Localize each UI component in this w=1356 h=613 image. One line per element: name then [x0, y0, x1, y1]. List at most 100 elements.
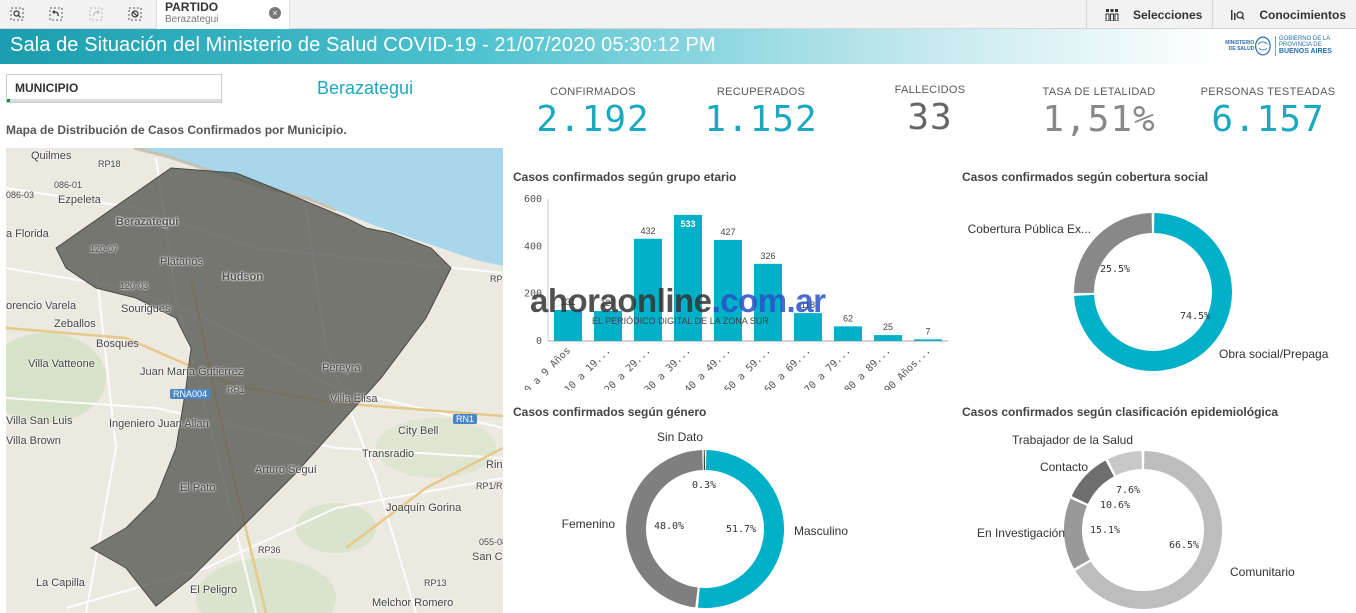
donut-slice	[1075, 451, 1222, 609]
map-label: 086-01	[54, 180, 83, 190]
slice-category-label: Cobertura Pública Ex...	[968, 222, 1091, 236]
map-label: RP1	[227, 385, 245, 395]
step-back-button[interactable]	[45, 4, 67, 24]
municipio-filter[interactable]: MUNICIPIO	[6, 74, 222, 103]
selections-icon	[1105, 8, 1119, 21]
selected-municipio: Berazategui	[317, 78, 414, 98]
kpi-label: PERSONAS TESTEADAS	[1200, 86, 1336, 98]
tab-conocimientos[interactable]: Conocimientos	[1212, 0, 1356, 29]
bar	[554, 309, 582, 341]
selection-chip-partido[interactable]: PARTIDO Berazategui ×	[156, 0, 290, 29]
slice-category-label: En Investigación	[977, 526, 1065, 540]
bar-value-label: 533	[680, 219, 695, 229]
bar	[914, 339, 942, 341]
map-label: Ingeniero Juan Allan	[109, 418, 209, 430]
gender-chart-title: Casos confirmados según género	[513, 405, 707, 419]
slice-category-label: Contacto	[1040, 460, 1088, 474]
map-label: Ezpeleta	[58, 194, 101, 206]
kpi-label: RECUPERADOS	[716, 86, 806, 98]
map-label: Rin	[486, 459, 503, 471]
map-label: Plátanos	[160, 256, 203, 268]
epi-donut-chart[interactable]: 66.5% Comunitario 15.1% En Investigación 10.…	[955, 424, 1355, 613]
kpi-fallecidos: FALLECIDOS 33	[869, 84, 991, 138]
step-forward-button[interactable]	[85, 4, 107, 24]
social-donut-chart[interactable]: 74.5% Obra social/Prepaga 25.5% Cobertura P…	[955, 192, 1355, 397]
distribution-map[interactable]: Quilmes RP18 086-01 086-03 Ezpeleta Bera…	[6, 148, 503, 613]
kpi-label: FALLECIDOS	[894, 84, 966, 96]
search-icon	[10, 7, 24, 21]
bar-value-label: 7	[925, 326, 930, 336]
bar-value-label: 427	[720, 227, 735, 237]
close-icon[interactable]: ×	[269, 7, 281, 19]
province-logo-big: BUENOS AIRES	[1278, 48, 1332, 55]
province-logo: GOBIERNO DE LA PROVINCIA DE BUENOS AIRES	[1279, 36, 1356, 56]
undo-icon	[49, 7, 63, 21]
kpi-confirmados: CONFIRMADOS 2.192	[532, 86, 654, 140]
kpi-label: CONFIRMADOS	[550, 86, 636, 98]
bar-value-label: 118	[801, 300, 815, 310]
map-title: Mapa de Distribución de Casos Confirmado…	[6, 123, 347, 137]
slice-pct-label: 74.5%	[1180, 311, 1210, 322]
map-label: Joaquín Gorina	[386, 502, 462, 514]
map-label: Arturo Seguí	[255, 464, 317, 476]
clear-selections-button[interactable]	[124, 4, 146, 24]
map-label: Bosques	[96, 338, 139, 350]
y-tick-label: 400	[524, 241, 542, 252]
kpi-value: 6.157	[1211, 99, 1325, 140]
slice-category-label: Sin Dato	[657, 430, 703, 444]
map-label: Villa Elisa	[330, 393, 378, 405]
clear-icon	[128, 7, 142, 21]
bar-value-label: 127	[600, 298, 615, 308]
map-label: El Peligro	[190, 584, 238, 596]
map-label: 086-03	[6, 190, 35, 200]
bar-value-label: 62	[843, 313, 853, 323]
map-label: Hudson	[222, 271, 263, 283]
map-label: Villa Vatteone	[28, 358, 95, 370]
y-tick-label: 600	[524, 194, 542, 205]
redo-icon	[89, 7, 103, 21]
map-label: RP18	[98, 159, 121, 169]
government-logos: MINISTERIO DE SALUD GOBIERNO DE LA PROVI…	[1222, 33, 1356, 59]
slice-pct-label: 25.5%	[1100, 264, 1130, 275]
map-label: Villa Brown	[6, 435, 61, 447]
bar	[874, 335, 902, 341]
bar	[674, 214, 702, 341]
kpi-personas-testeadas: PERSONAS TESTEADAS 6.157	[1200, 86, 1336, 140]
donut-slice	[1064, 498, 1090, 569]
kpi-tasa-letalidad: TASA DE LETALIDAD 1,51%	[1031, 86, 1167, 140]
logo-divider	[1275, 36, 1276, 56]
slice-category-label: Trabajador de la Salud	[1012, 433, 1133, 447]
smart-search-button[interactable]	[6, 4, 28, 24]
tab-selecciones[interactable]: Selecciones	[1085, 0, 1212, 29]
map-label: El Pato	[180, 482, 216, 494]
map-label: Zeballos	[54, 318, 96, 330]
slice-pct-label: 7.6%	[1116, 485, 1140, 496]
kpi-value: 2.192	[536, 99, 650, 140]
map-label: RP	[490, 274, 503, 284]
bar-value-label: 131	[560, 297, 575, 307]
map-label: Sourigues	[121, 303, 171, 315]
province-logo-small: GOBIERNO DE LA PROVINCIA DE	[1278, 36, 1330, 48]
donut-slice	[626, 450, 704, 608]
age-chart-title: Casos confirmados según grupo etario	[513, 170, 737, 184]
map-label: Quilmes	[31, 150, 72, 162]
route-shield: RN1	[453, 414, 478, 424]
map-label: RP1/RP	[476, 481, 503, 491]
map-label: 120-07	[90, 244, 119, 254]
bar-value-label: 326	[760, 251, 775, 261]
map-label: 055-08	[479, 537, 503, 547]
map-label: a Florida	[6, 228, 49, 240]
y-tick-label: 200	[524, 289, 542, 300]
donut-slice	[1107, 451, 1143, 476]
donut-slice	[1071, 460, 1115, 505]
epi-chart-title: Casos confirmados según clasificación ep…	[962, 405, 1279, 419]
map-label: Villa San Luis	[6, 415, 73, 427]
map-label: 120-03	[120, 281, 149, 291]
slice-pct-label: 15.1%	[1090, 525, 1120, 536]
kpi-value: 33	[907, 97, 953, 138]
slice-category-label: Comunitario	[1230, 565, 1295, 579]
y-tick-label: 0	[536, 336, 542, 347]
gender-donut-chart[interactable]: 51.7% Masculino 48.0% Femenino 0.3% Sin Dato	[510, 424, 950, 613]
donut-slice	[697, 450, 784, 608]
